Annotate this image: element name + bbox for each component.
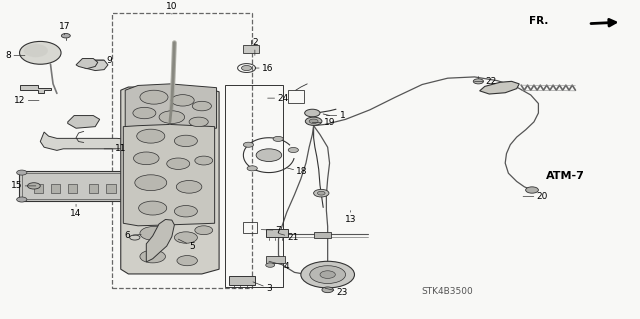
Bar: [34, 184, 44, 193]
Circle shape: [525, 187, 538, 193]
Circle shape: [305, 117, 322, 125]
Circle shape: [322, 287, 333, 293]
Circle shape: [473, 79, 483, 84]
Circle shape: [247, 166, 257, 171]
Polygon shape: [40, 132, 136, 150]
Text: 13: 13: [345, 211, 356, 224]
Text: 14: 14: [70, 204, 82, 218]
Polygon shape: [125, 84, 216, 128]
Bar: [225, 85, 283, 287]
Circle shape: [28, 183, 40, 189]
Bar: [266, 256, 285, 263]
Circle shape: [317, 191, 325, 195]
Polygon shape: [147, 219, 174, 262]
Bar: [89, 184, 99, 193]
Text: 8: 8: [6, 51, 25, 60]
Circle shape: [174, 232, 197, 243]
Circle shape: [167, 158, 189, 169]
Text: 23: 23: [325, 288, 348, 297]
Bar: [22, 173, 149, 199]
Circle shape: [273, 137, 284, 141]
Circle shape: [266, 263, 275, 267]
Polygon shape: [84, 60, 108, 70]
Circle shape: [140, 226, 168, 241]
Text: 24: 24: [268, 94, 289, 103]
Text: 19: 19: [312, 118, 335, 127]
Circle shape: [309, 119, 318, 123]
Circle shape: [159, 111, 184, 123]
Bar: [113, 12, 252, 288]
Bar: [51, 184, 60, 193]
Text: STK4B3500: STK4B3500: [422, 287, 474, 296]
Bar: [229, 276, 255, 285]
Text: 16: 16: [255, 63, 273, 72]
Circle shape: [174, 135, 197, 147]
Text: 10: 10: [166, 2, 177, 14]
Circle shape: [133, 107, 156, 119]
Polygon shape: [121, 87, 219, 274]
Circle shape: [140, 90, 168, 104]
Circle shape: [176, 181, 202, 193]
Text: 12: 12: [14, 96, 39, 105]
Circle shape: [17, 197, 27, 202]
Circle shape: [136, 170, 147, 175]
Text: 15: 15: [11, 182, 36, 190]
Text: 11: 11: [104, 144, 127, 153]
Polygon shape: [68, 115, 100, 128]
Circle shape: [172, 95, 194, 106]
Text: 5: 5: [178, 239, 195, 251]
Text: 3: 3: [253, 282, 272, 293]
Polygon shape: [479, 81, 519, 94]
Circle shape: [135, 175, 167, 191]
Text: FR.: FR.: [529, 16, 548, 26]
Circle shape: [305, 109, 320, 117]
Circle shape: [195, 226, 212, 235]
Text: 18: 18: [287, 167, 308, 176]
Text: 6: 6: [124, 232, 141, 241]
Text: 17: 17: [59, 22, 70, 35]
Text: 21: 21: [278, 233, 299, 242]
Circle shape: [177, 256, 197, 266]
Bar: [19, 171, 153, 201]
Circle shape: [301, 261, 355, 288]
Circle shape: [195, 156, 212, 165]
Bar: [243, 45, 259, 53]
Text: 22: 22: [474, 77, 497, 86]
Circle shape: [174, 205, 197, 217]
Polygon shape: [124, 124, 214, 226]
Text: 20: 20: [523, 192, 548, 201]
Circle shape: [189, 117, 208, 127]
Circle shape: [140, 250, 166, 263]
Bar: [68, 184, 77, 193]
Circle shape: [17, 170, 27, 175]
Circle shape: [241, 65, 252, 70]
Polygon shape: [76, 58, 98, 69]
Circle shape: [137, 129, 165, 143]
Text: 7: 7: [261, 226, 282, 235]
Text: 9: 9: [95, 56, 112, 65]
Circle shape: [192, 101, 211, 111]
Text: 4: 4: [269, 261, 290, 271]
Circle shape: [136, 197, 147, 202]
Circle shape: [61, 33, 70, 38]
Circle shape: [310, 266, 346, 284]
Text: 2: 2: [252, 38, 258, 56]
Circle shape: [134, 152, 159, 165]
Ellipse shape: [20, 41, 61, 64]
Circle shape: [314, 189, 329, 197]
Bar: [106, 184, 116, 193]
Circle shape: [320, 271, 335, 278]
Circle shape: [256, 149, 282, 161]
Bar: [266, 229, 288, 237]
Circle shape: [139, 201, 167, 215]
Text: 1: 1: [326, 111, 345, 120]
Ellipse shape: [24, 44, 48, 57]
Polygon shape: [20, 85, 51, 93]
Text: ATM-7: ATM-7: [547, 171, 586, 182]
Circle shape: [243, 142, 253, 147]
Bar: [288, 90, 304, 103]
Circle shape: [288, 147, 298, 152]
Bar: [243, 222, 257, 233]
Bar: [314, 232, 332, 238]
